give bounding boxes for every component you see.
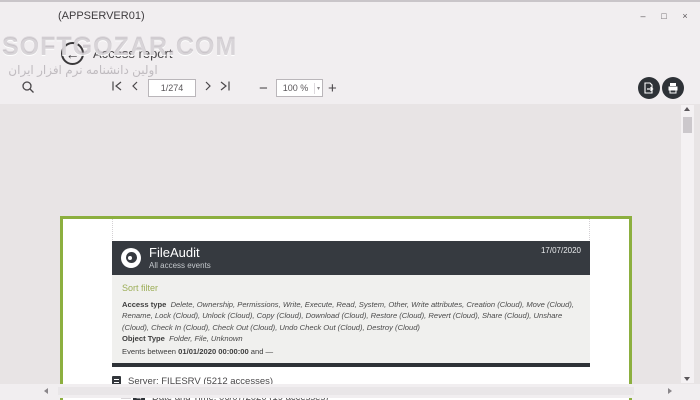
zoom-in-button[interactable]: +: [328, 80, 337, 97]
access-type-value: Delete, Ownership, Permissions, Write, E…: [122, 300, 575, 332]
window-title: (APPSERVER01): [58, 10, 145, 22]
next-page-icon[interactable]: [203, 80, 213, 92]
watermark-line2: اولین دانشنامه نرم افزار ایران: [8, 63, 158, 77]
group-row-server[interactable]: Server: FILESRV (5212 accesses): [112, 375, 590, 388]
sort-filter-title: Sort filter: [122, 283, 159, 293]
maximize-icon[interactable]: □: [661, 11, 667, 21]
server-group-label: Server: FILESRV (5212 accesses): [128, 376, 274, 388]
last-page-icon[interactable]: [219, 80, 232, 92]
print-button[interactable]: [662, 77, 684, 99]
scroll-right-icon[interactable]: [668, 388, 672, 394]
object-type-value: Folder, File, Unknown: [169, 334, 243, 344]
horizontal-scroll-track[interactable]: [58, 387, 634, 395]
margin-guide-left: [112, 219, 113, 240]
events-between-line: Events between 01/01/2020 00:00:00 and —: [122, 346, 274, 356]
chevron-down-icon: ▾: [313, 82, 322, 94]
printer-icon: [667, 82, 679, 94]
scroll-down-icon[interactable]: [684, 377, 690, 381]
vertical-scroll-thumb[interactable]: [683, 117, 692, 133]
page-title: Access report: [93, 46, 173, 61]
scroll-left-icon[interactable]: [44, 388, 48, 394]
zoom-out-button[interactable]: −: [259, 80, 268, 97]
zoom-level-select[interactable]: 100 % ▾: [276, 79, 323, 97]
close-icon[interactable]: ×: [682, 11, 688, 21]
page-number-input[interactable]: [148, 79, 196, 97]
search-icon[interactable]: [21, 80, 35, 94]
access-type-line: Access type Delete, Ownership, Permissio…: [122, 299, 580, 333]
report-brand-subtitle: All access events: [149, 261, 211, 271]
object-type-label: Object Type: [122, 334, 165, 344]
horizontal-scrollbar[interactable]: [0, 384, 700, 398]
back-button[interactable]: ←: [61, 42, 84, 65]
export-button[interactable]: [638, 77, 660, 99]
access-type-label: Access type: [122, 300, 167, 309]
window-controls: – □ ×: [638, 11, 690, 21]
events-start-date: 01/01/2020 00:00:00: [178, 346, 249, 356]
previous-page-icon[interactable]: [130, 80, 140, 92]
scroll-up-icon[interactable]: [684, 107, 690, 111]
object-type-line: Object Type Folder, File, Unknown: [122, 333, 580, 344]
document-viewer: FileAudit All access events 17/07/2020 S…: [0, 104, 700, 400]
zoom-level-value: 100 %: [282, 83, 309, 93]
back-arrow-icon: ←: [65, 45, 80, 62]
vertical-scrollbar[interactable]: [681, 105, 694, 383]
export-icon: [643, 82, 655, 94]
toolbar: − 100 % ▾ +: [0, 76, 700, 104]
report-page: FileAudit All access events 17/07/2020 S…: [60, 216, 632, 400]
minimize-icon[interactable]: –: [640, 11, 646, 21]
report-date: 17/07/2020: [540, 246, 581, 255]
titlebar: (APPSERVER01) – □ ×: [0, 0, 700, 32]
server-icon: [112, 375, 121, 388]
sort-filter-panel: Sort filter Access type Delete, Ownershi…: [112, 275, 590, 367]
report-brand-name: FileAudit: [149, 244, 200, 260]
report-header: FileAudit All access events 17/07/2020: [112, 241, 590, 275]
margin-guide-right: [589, 219, 590, 240]
fileaudit-logo-icon: [121, 248, 141, 268]
first-page-icon[interactable]: [110, 80, 123, 92]
